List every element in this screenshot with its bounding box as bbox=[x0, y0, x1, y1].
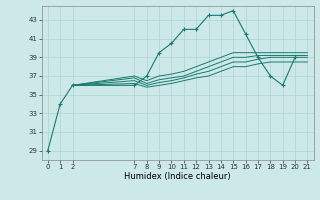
X-axis label: Humidex (Indice chaleur): Humidex (Indice chaleur) bbox=[124, 172, 231, 181]
